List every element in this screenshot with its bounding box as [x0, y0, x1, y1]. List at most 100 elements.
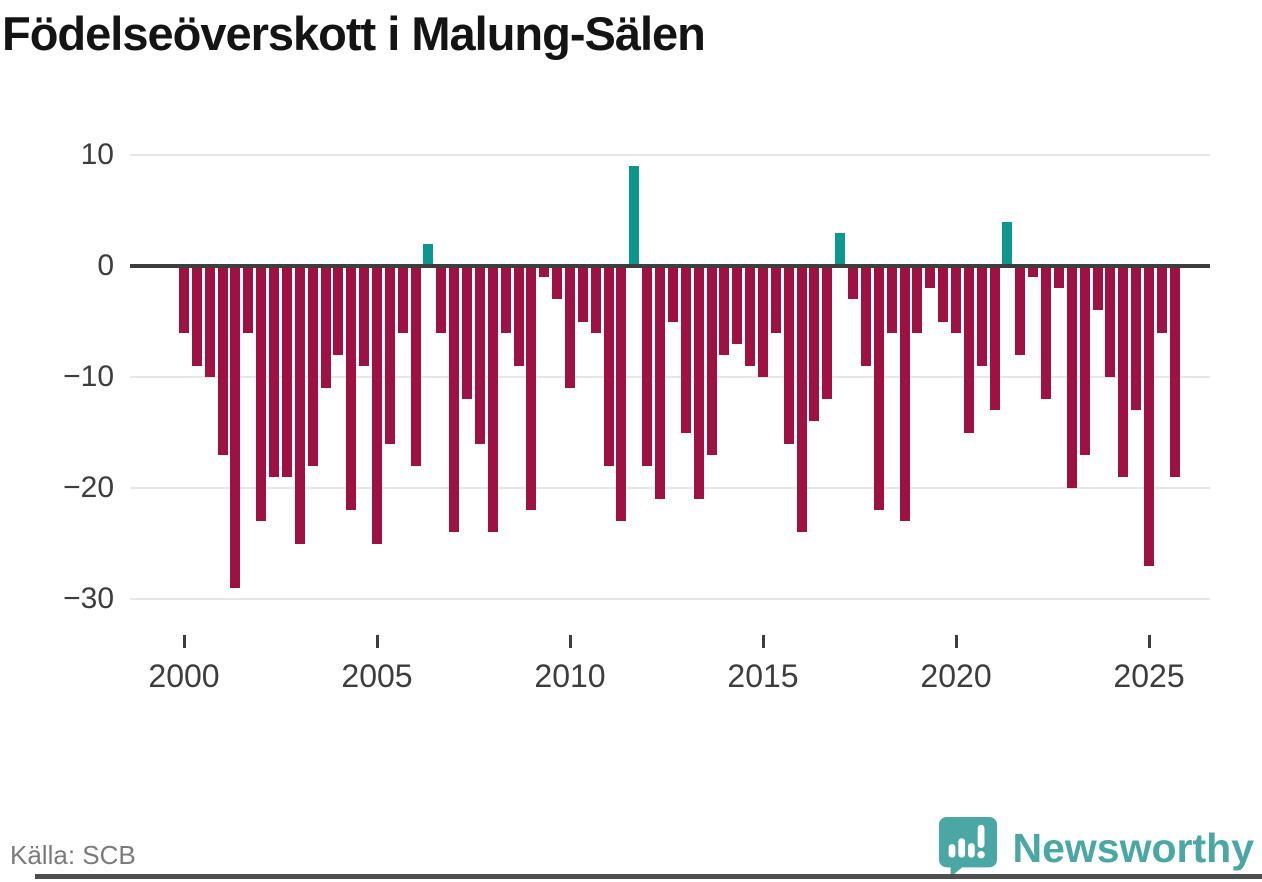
bar-2002-T2[interactable]	[269, 268, 280, 477]
bar-2015-T2[interactable]	[770, 268, 781, 333]
newsworthy-logo[interactable]: Newsworthy	[937, 815, 1255, 882]
bar-2020-T2[interactable]	[963, 268, 974, 433]
y-axis-label-−20: −20	[63, 471, 114, 504]
bar-2014-T2[interactable]	[732, 268, 743, 344]
bar-2017-T1[interactable]	[835, 232, 846, 266]
x-tick-2000	[182, 635, 186, 648]
bar-2007-T2[interactable]	[462, 268, 473, 400]
bar-2022-T2[interactable]	[1041, 268, 1052, 400]
gridline-y10	[130, 154, 1210, 156]
bar-2004-T2[interactable]	[346, 268, 357, 511]
bar-2012-T2[interactable]	[655, 268, 666, 500]
bar-2016-T2[interactable]	[809, 268, 820, 422]
bar-2006-T3[interactable]	[436, 268, 447, 333]
bar-2009-T2[interactable]	[539, 268, 550, 278]
bar-2024-T3[interactable]	[1131, 268, 1142, 411]
bar-2018-T2[interactable]	[886, 268, 897, 333]
bar-2025-T2[interactable]	[1156, 268, 1167, 333]
bar-2016-T1[interactable]	[796, 268, 807, 533]
bar-2006-T2[interactable]	[423, 243, 434, 266]
bar-2021-T2[interactable]	[1002, 221, 1013, 266]
bar-2011-T1[interactable]	[603, 268, 614, 466]
x-axis-label-2025: 2025	[1113, 658, 1185, 694]
bar-2025-T1[interactable]	[1144, 268, 1155, 566]
bar-2007-T1[interactable]	[449, 268, 460, 533]
bar-2014-T1[interactable]	[719, 268, 730, 355]
bar-2001-T3[interactable]	[243, 268, 254, 333]
x-tick-2025	[1147, 635, 1151, 648]
bar-2006-T1[interactable]	[410, 268, 421, 466]
bottom-edge-strip	[35, 874, 1262, 879]
x-axis-label-2020: 2020	[920, 658, 992, 694]
bar-2008-T3[interactable]	[513, 268, 524, 366]
bar-2012-T3[interactable]	[667, 268, 678, 322]
bar-2005-T3[interactable]	[397, 268, 408, 333]
bar-2010-T1[interactable]	[565, 268, 575, 389]
bar-2000-T3[interactable]	[204, 268, 215, 377]
bar-2004-T3[interactable]	[359, 268, 370, 366]
bar-2003-T1[interactable]	[294, 268, 305, 544]
bar-2008-T2[interactable]	[500, 268, 511, 333]
bar-2024-T2[interactable]	[1118, 268, 1129, 477]
bar-2008-T1[interactable]	[487, 268, 498, 533]
bar-2019-T3[interactable]	[938, 268, 949, 322]
bar-2009-T3[interactable]	[552, 268, 563, 300]
bar-2011-T3[interactable]	[629, 166, 640, 266]
bar-2009-T1[interactable]	[526, 268, 537, 511]
gridline-y-10	[130, 376, 1210, 378]
bar-2010-T3[interactable]	[590, 268, 601, 333]
gridline-y-30	[130, 598, 1210, 600]
bar-2017-T2[interactable]	[848, 268, 859, 300]
bar-2003-T2[interactable]	[307, 268, 318, 466]
bar-2014-T3[interactable]	[745, 268, 756, 366]
bar-2001-T1[interactable]	[217, 268, 228, 455]
x-tick-2010	[568, 635, 572, 648]
bar-2020-T3[interactable]	[976, 268, 987, 366]
x-tick-2020	[954, 635, 958, 648]
bar-2001-T2[interactable]	[230, 268, 241, 588]
bar-2004-T1[interactable]	[333, 268, 344, 355]
bar-2002-T1[interactable]	[256, 268, 267, 522]
newsworthy-bubble-chart-icon	[937, 815, 999, 882]
bar-2023-T1[interactable]	[1066, 268, 1077, 488]
x-axis-label-2005: 2005	[341, 658, 413, 694]
bar-2021-T1[interactable]	[989, 268, 1000, 411]
bar-2023-T2[interactable]	[1079, 268, 1090, 455]
bar-2017-T3[interactable]	[860, 268, 871, 366]
bar-2020-T1[interactable]	[951, 268, 962, 333]
bar-2021-T3[interactable]	[1015, 268, 1026, 355]
bar-2000-T2[interactable]	[191, 268, 202, 366]
bar-2010-T2[interactable]	[577, 268, 588, 322]
bar-2018-T3[interactable]	[899, 268, 910, 522]
bar-2000-T1[interactable]	[179, 268, 189, 333]
bar-2016-T3[interactable]	[822, 268, 833, 400]
x-axis-label-2000: 2000	[148, 658, 220, 694]
x-axis-label-2015: 2015	[727, 658, 799, 694]
y-axis-label-10: 10	[80, 138, 114, 171]
bar-2015-T3[interactable]	[783, 268, 794, 444]
bar-2005-T2[interactable]	[384, 268, 395, 444]
bar-2005-T1[interactable]	[372, 268, 382, 544]
bar-2003-T3[interactable]	[320, 268, 331, 389]
bar-2015-T1[interactable]	[758, 268, 768, 377]
bar-2013-T2[interactable]	[693, 268, 704, 500]
bar-2002-T3[interactable]	[281, 268, 292, 477]
bar-2024-T1[interactable]	[1105, 268, 1116, 377]
bar-2013-T3[interactable]	[706, 268, 717, 455]
bar-2012-T1[interactable]	[642, 268, 653, 466]
bar-2011-T2[interactable]	[616, 268, 627, 522]
newsworthy-wordmark: Newsworthy	[1012, 825, 1255, 871]
gridline-y-20	[130, 487, 1210, 489]
bar-2022-T1[interactable]	[1028, 268, 1039, 278]
bar-2019-T2[interactable]	[925, 268, 936, 289]
bar-2023-T3[interactable]	[1092, 268, 1103, 311]
bar-2013-T1[interactable]	[680, 268, 691, 433]
bar-2018-T1[interactable]	[873, 268, 884, 511]
bar-2007-T3[interactable]	[474, 268, 485, 444]
bar-2019-T1[interactable]	[912, 268, 923, 333]
zero-line	[130, 264, 1210, 268]
bar-2022-T3[interactable]	[1053, 268, 1064, 289]
bar-2025-T3[interactable]	[1169, 268, 1180, 477]
x-axis-label-2010: 2010	[534, 658, 606, 694]
